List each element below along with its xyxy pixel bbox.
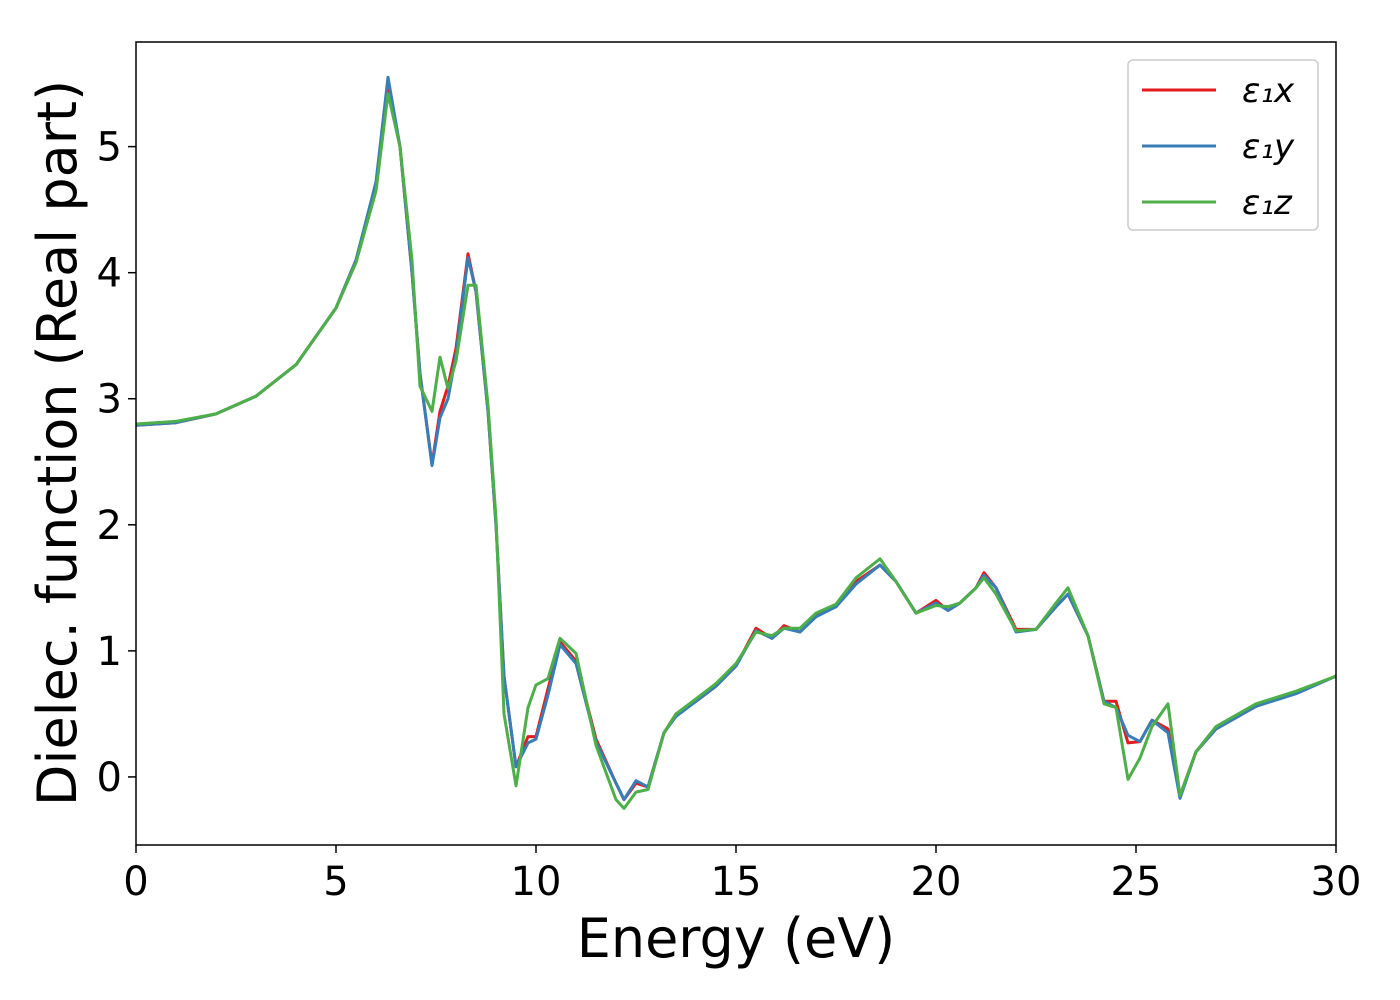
x-tick-label: 10 xyxy=(511,859,562,905)
y-tick-label: 5 xyxy=(97,125,122,171)
y-axis-label: Dielec. function (Real part) xyxy=(26,80,89,806)
y-tick-label: 4 xyxy=(97,251,122,297)
y-tick-label: 2 xyxy=(97,503,122,549)
x-axis-label: Energy (eV) xyxy=(577,907,896,970)
x-tick-label: 15 xyxy=(711,859,762,905)
plot-frame xyxy=(135,41,1337,846)
x-tick-label: 0 xyxy=(123,859,148,905)
y-tick-label: 1 xyxy=(97,629,122,675)
x-tick-label: 5 xyxy=(323,859,348,905)
y-tick-label: 3 xyxy=(97,377,122,423)
legend-label: ε₁z xyxy=(1242,183,1293,223)
x-tick-label: 30 xyxy=(1311,859,1362,905)
x-tick-label: 20 xyxy=(911,859,962,905)
series-line xyxy=(136,92,1336,810)
y-tick-label: 0 xyxy=(97,755,122,801)
legend-box xyxy=(1127,59,1319,231)
legend-label: ε₁x xyxy=(1242,71,1295,111)
legend-label: ε₁y xyxy=(1242,127,1295,167)
x-tick-label: 25 xyxy=(1111,859,1162,905)
